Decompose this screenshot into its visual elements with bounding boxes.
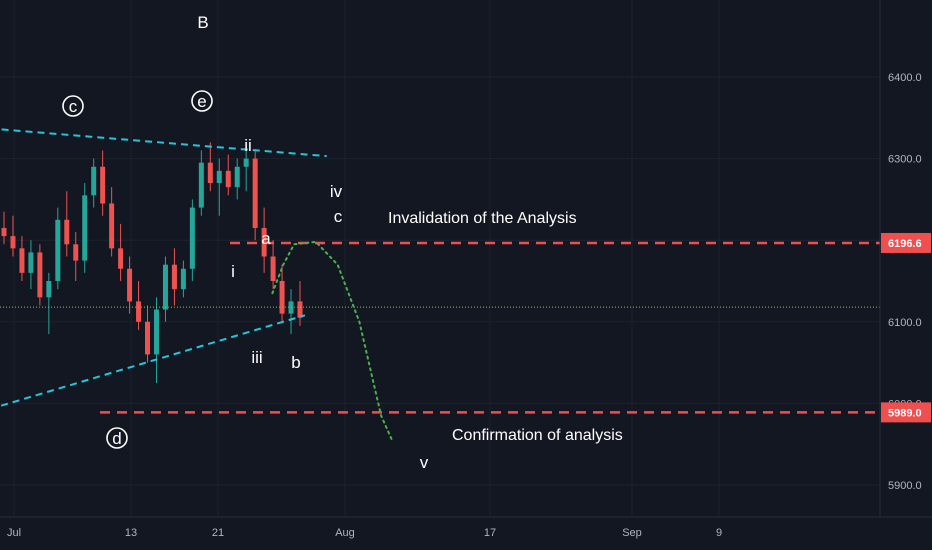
wave-label-9: iv: [330, 182, 343, 201]
price-tick-4: 6300.0: [888, 154, 922, 166]
candle-body-33: [297, 301, 303, 318]
wave-label-1: c: [69, 97, 78, 116]
candle-body-8: [73, 244, 79, 261]
time-tick-6: 9: [716, 527, 722, 539]
candle-body-3: [28, 252, 34, 273]
wave-label-5: i: [231, 262, 235, 281]
candle-body-6: [55, 219, 61, 281]
price-tag-invalidation: [881, 232, 931, 253]
price-tick-0: 5900.0: [888, 480, 922, 492]
wave-label-0: B: [197, 13, 208, 32]
wave-label-circle-1: [62, 95, 84, 117]
candle-body-11: [100, 166, 106, 204]
trendline-lower[interactable]: [0, 314, 306, 409]
candle-body-12: [109, 203, 115, 249]
wave-label-2: e: [197, 92, 206, 111]
annotation-confirmation: Confirmation of analysis: [452, 427, 623, 444]
time-tick-4: 17: [484, 527, 496, 539]
time-tick-5: Sep: [622, 527, 642, 539]
candle-body-4: [37, 252, 43, 298]
candle-body-15: [136, 301, 142, 322]
candle-body-1: [10, 236, 16, 249]
time-tick-0: Jul: [7, 527, 21, 539]
wave-label-4: ii: [244, 136, 252, 155]
candle-body-0: [1, 227, 7, 237]
price-tag-text-confirmation: 5989.0: [888, 407, 922, 419]
annotation-invalidation: Invalidation of the Analysis: [388, 210, 577, 227]
time-tick-3: Aug: [335, 527, 355, 539]
candle-body-13: [118, 248, 124, 269]
time-tick-2: 21: [212, 527, 224, 539]
candle-body-21: [189, 207, 195, 269]
trendline-upper[interactable]: [0, 128, 327, 158]
candle-body-26: [234, 166, 240, 188]
candle-body-20: [180, 268, 186, 290]
candle-body-18: [162, 264, 168, 310]
candle-body-9: [82, 195, 88, 261]
candle-body-28: [252, 158, 258, 228]
price-tick-2: 6100.0: [888, 317, 922, 329]
candle-body-19: [171, 264, 177, 290]
wave-label-circle-3: [106, 427, 128, 449]
candle-body-10: [91, 166, 97, 196]
price-tag-text-invalidation: 6196.6: [888, 238, 922, 250]
wave-label-11: v: [420, 453, 429, 472]
candle-body-31: [279, 281, 285, 314]
wave-label-6: a: [261, 229, 271, 248]
candle-body-14: [127, 268, 133, 302]
candle-body-2: [19, 248, 25, 273]
candle-body-5: [46, 281, 52, 298]
candle-body-27: [243, 158, 249, 167]
candle-body-23: [207, 162, 213, 184]
candle-body-30: [270, 256, 276, 281]
candle-body-25: [225, 170, 231, 188]
candle-body-7: [64, 219, 70, 245]
candle-body-17: [153, 309, 159, 355]
time-tick-1: 13: [125, 527, 137, 539]
wave-label-circle-2: [191, 90, 213, 112]
wave-label-3: d: [112, 429, 121, 448]
price-tag-confirmation: [881, 402, 931, 423]
wave-label-8: b: [291, 353, 300, 372]
wave-label-10: c: [334, 207, 343, 226]
projection-path[interactable]: [271, 240, 393, 442]
candle-body-24: [216, 170, 222, 184]
candle-body-16: [145, 321, 151, 355]
price-tick-5: 6400.0: [888, 72, 922, 84]
wave-label-7: iii: [251, 348, 262, 367]
candle-body-22: [198, 162, 204, 208]
